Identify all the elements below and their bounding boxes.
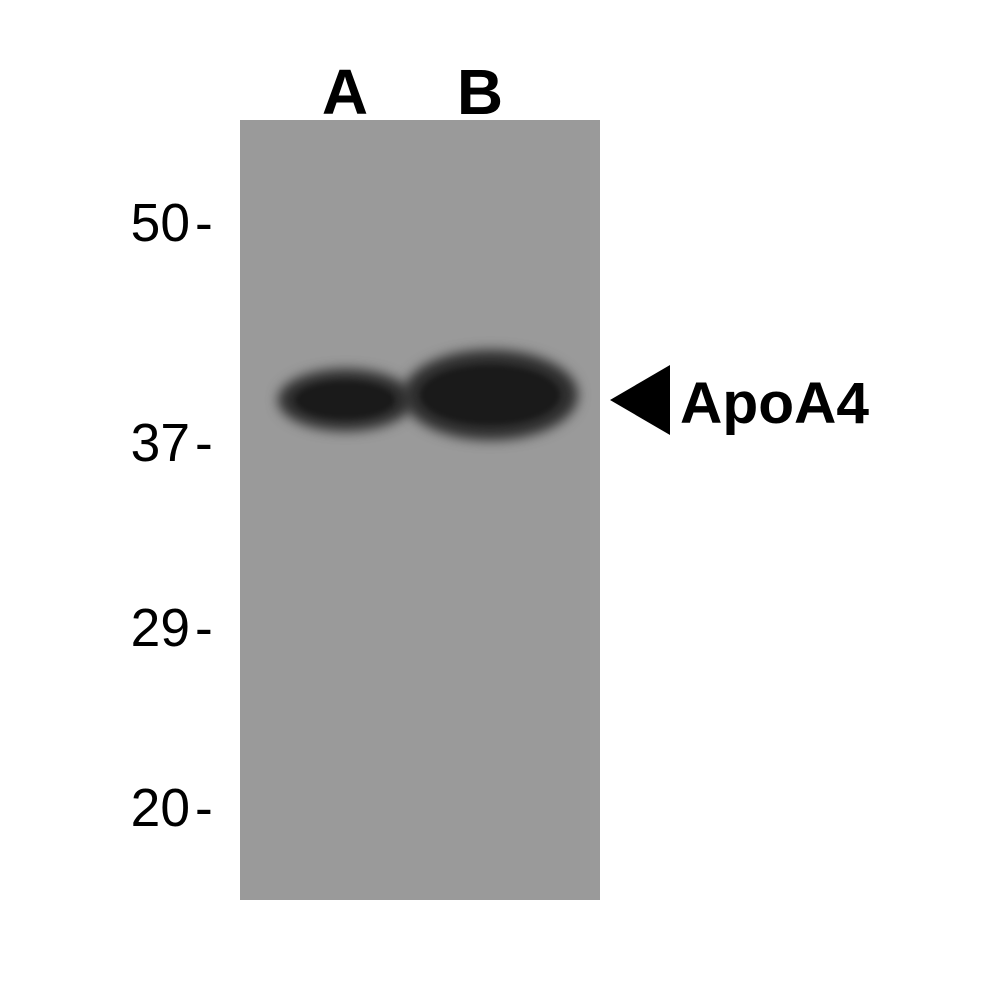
band-arrow-icon xyxy=(610,365,670,435)
marker-37-dash: - xyxy=(195,413,213,474)
gel-lane xyxy=(240,120,600,900)
band-label-apoa4: ApoA4 xyxy=(680,370,869,437)
marker-20-dash: - xyxy=(195,778,213,839)
band-a-core xyxy=(295,381,395,419)
lane-letter-a: A xyxy=(297,55,393,129)
marker-37: 37 xyxy=(60,413,190,474)
marker-29: 29 xyxy=(60,598,190,659)
marker-50-dash: - xyxy=(195,193,213,254)
band-b-core xyxy=(420,365,560,425)
lane-letter-b: B xyxy=(432,55,528,129)
marker-50: 50 xyxy=(60,193,190,254)
marker-29-dash: - xyxy=(195,598,213,659)
marker-20: 20 xyxy=(60,778,190,839)
